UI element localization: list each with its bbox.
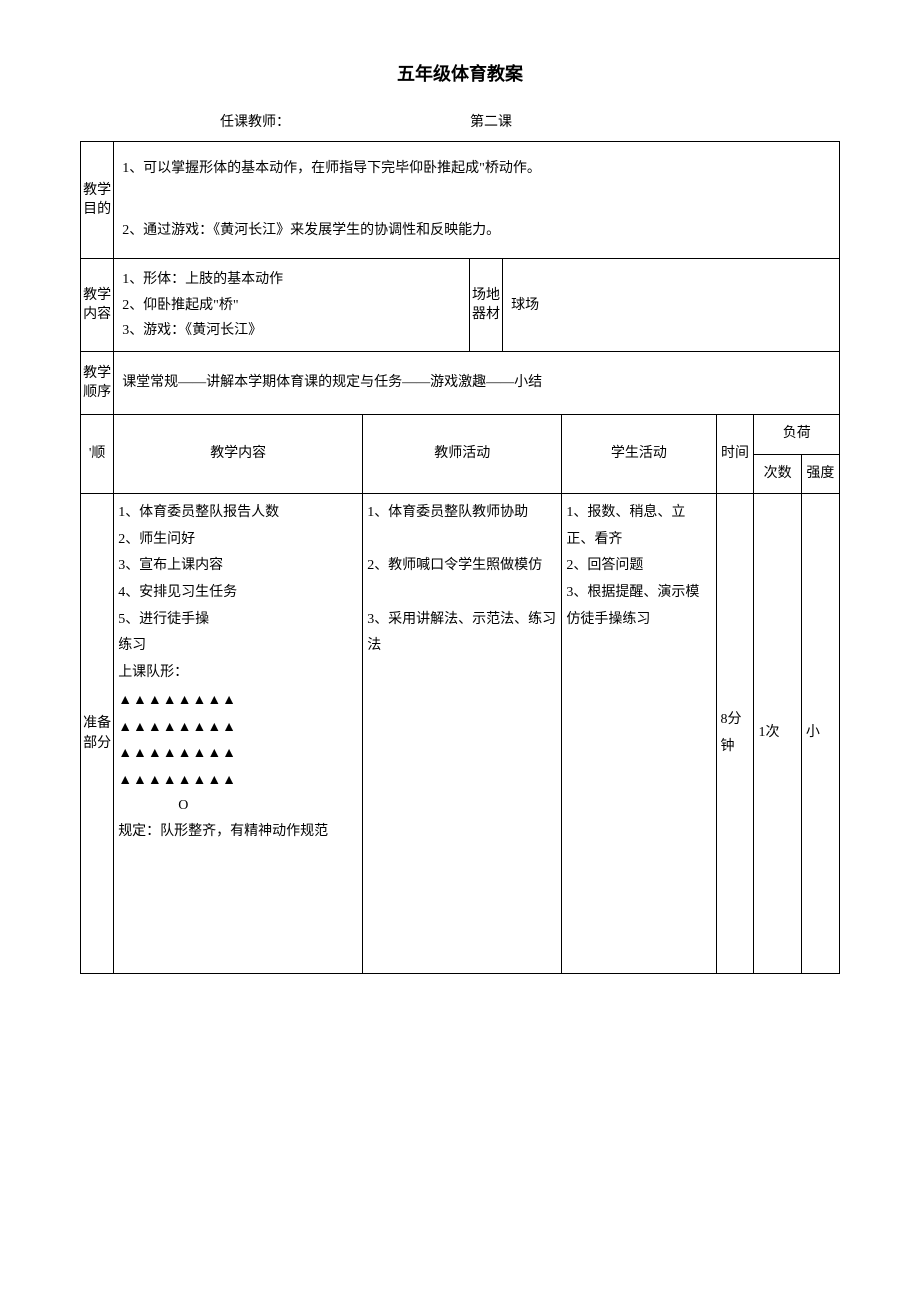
prep-intensity: 小 [801, 494, 839, 974]
time-header: 时间 [716, 415, 754, 494]
header-row-1: '顺 教学内容 教师活动 学生活动 时间 负荷 [81, 415, 840, 454]
prep-time: 8分钟 [716, 494, 754, 974]
prep-tc-l8: 规定：队形整齐，有精神动作规范 [118, 819, 358, 846]
prep-label: 准备部分 [81, 494, 114, 974]
prep-tc-l6: 练习 [118, 633, 358, 660]
teacher-label: 任课教师： [220, 111, 290, 131]
prep-row: 准备部分 1、体育委员整队报告人数 2、师生问好 3、宣布上课内容 4、安排见习… [81, 494, 840, 974]
intensity-header: 强度 [801, 454, 839, 493]
formation-row-1: ▲▲▲▲▲▲▲▲ [118, 686, 358, 713]
goal-line2: 2、通过游戏：《黄河长江》来发展学生的协调性和反映能力。 [122, 216, 831, 247]
goal-content: 1、可以掌握形体的基本动作，在师指导下完毕仰卧推起成"桥动作。 2、通过游戏：《… [114, 142, 840, 259]
page-title: 五年级体育教案 [80, 60, 840, 86]
prep-sa-l1: 1、报数、稍息、立正、看齐 [566, 500, 711, 553]
venue-cell: 球场 [503, 259, 840, 352]
prep-sa-l3: 3、根据提醒、演示模仿徒手操练习 [566, 580, 711, 633]
formation-row-3: ▲▲▲▲▲▲▲▲ [118, 739, 358, 766]
prep-teach-content: 1、体育委员整队报告人数 2、师生问好 3、宣布上课内容 4、安排见习生任务 5… [114, 494, 363, 974]
prep-student-activity: 1、报数、稍息、立正、看齐 2、回答问题 3、根据提醒、演示模仿徒手操练习 [562, 494, 716, 974]
formation-teacher: O [118, 793, 358, 820]
prep-tc-l5: 5、进行徒手操 [118, 607, 358, 634]
prep-tc-l4: 4、安排见习生任务 [118, 580, 358, 607]
venue-label: 场地器材 [469, 259, 502, 352]
subtitle-row: 任课教师： 第二课 [80, 111, 840, 131]
lesson-label: 第二课 [470, 111, 512, 131]
content-row: 教学内容 1、形体：上肢的基本动作 2、仰卧推起成"桥" 3、游戏：《黄河长江》… [81, 259, 840, 352]
lesson-plan-table: 教学目的 1、可以掌握形体的基本动作，在师指导下完毕仰卧推起成"桥动作。 2、通… [80, 141, 840, 974]
prep-ta-l3: 3、采用讲解法、示范法、练习法 [367, 607, 557, 660]
goal-line1: 1、可以掌握形体的基本动作，在师指导下完毕仰卧推起成"桥动作。 [122, 154, 831, 185]
prep-sa-l2: 2、回答问题 [566, 553, 711, 580]
content-cell: 1、形体：上肢的基本动作 2、仰卧推起成"桥" 3、游戏：《黄河长江》 [114, 259, 470, 352]
prep-teacher-activity: 1、体育委员整队教师协助 2、教师喊口令学生照做模仿 3、采用讲解法、示范法、练… [363, 494, 562, 974]
teach-content-header: 教学内容 [114, 415, 363, 494]
goal-row: 教学目的 1、可以掌握形体的基本动作，在师指导下完毕仰卧推起成"桥动作。 2、通… [81, 142, 840, 259]
goal-label: 教学目的 [81, 142, 114, 259]
prep-tc-l7: 上课队形： [118, 660, 358, 687]
prep-tc-l2: 2、师生问好 [118, 527, 358, 554]
teacher-activity-header: 教师活动 [363, 415, 562, 494]
prep-tc-l1: 1、体育委员整队报告人数 [118, 500, 358, 527]
prep-count: 1次 [754, 494, 801, 974]
content-line3: 3、游戏：《黄河长江》 [122, 318, 461, 343]
prep-ta-l1: 1、体育委员整队教师协助 [367, 500, 557, 527]
sequence-label: 教学顺序 [81, 351, 114, 414]
order-header: '顺 [81, 415, 114, 494]
count-header: 次数 [754, 454, 801, 493]
content-label: 教学内容 [81, 259, 114, 352]
load-header: 负荷 [754, 415, 840, 454]
prep-ta-l2: 2、教师喊口令学生照做模仿 [367, 553, 557, 580]
prep-tc-l3: 3、宣布上课内容 [118, 553, 358, 580]
content-line2: 2、仰卧推起成"桥" [122, 293, 461, 318]
formation-row-4: ▲▲▲▲▲▲▲▲ [118, 766, 358, 793]
student-activity-header: 学生活动 [562, 415, 716, 494]
sequence-row: 教学顺序 课堂常规——讲解本学期体育课的规定与任务——游戏激趣——小结 [81, 351, 840, 414]
sequence-content: 课堂常规——讲解本学期体育课的规定与任务——游戏激趣——小结 [114, 351, 840, 414]
formation-row-2: ▲▲▲▲▲▲▲▲ [118, 713, 358, 740]
content-line1: 1、形体：上肢的基本动作 [122, 267, 461, 292]
